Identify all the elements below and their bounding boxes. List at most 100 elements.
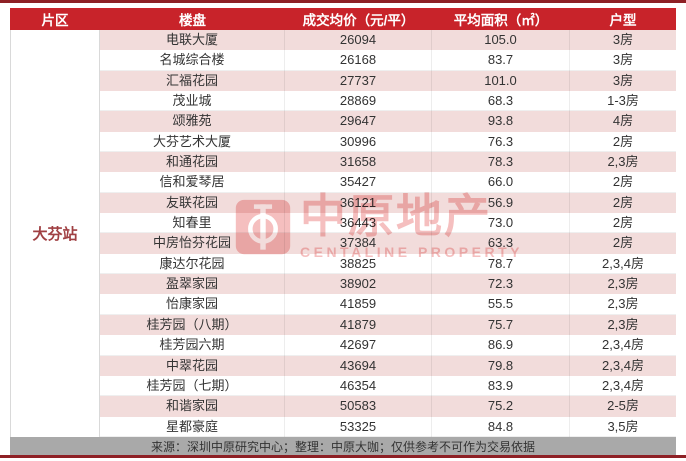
district-cell: 大芬站 bbox=[10, 30, 100, 437]
avg-price-cell: 41879 bbox=[285, 314, 432, 336]
avg-price-cell: 31658 bbox=[285, 152, 432, 173]
unit-type-cell: 3房 bbox=[612, 52, 634, 68]
property-name-cell: 和通花园 bbox=[100, 152, 285, 173]
unit-type-cell: 2房 bbox=[612, 235, 634, 251]
avg-area-cell: 93.8 bbox=[432, 111, 570, 132]
property-name-cell: 信和爱琴居 bbox=[100, 172, 285, 193]
avg-area-cell: 84.8 bbox=[432, 416, 570, 437]
unit-type-cell: 2房 bbox=[612, 215, 634, 231]
avg-price-cell: 36443 bbox=[285, 213, 432, 234]
table-row: 和谐家园 50583 75.2 2-5房 bbox=[100, 396, 676, 417]
avg-area-cell: 105.0 bbox=[432, 30, 570, 51]
avg-price-cell: 38825 bbox=[285, 253, 432, 275]
property-name-cell: 怡康家园 bbox=[100, 294, 285, 315]
avg-area-cell: 101.0 bbox=[432, 70, 570, 92]
avg-price-cell: 53325 bbox=[285, 416, 432, 437]
bottom-accent-line bbox=[0, 455, 686, 458]
table-rows: 电联大厦 26094 105.0 3房 名城综合楼 26168 83.7 3房 汇福花园 2773… bbox=[100, 30, 676, 437]
unit-type-cell: 2房 bbox=[612, 174, 634, 190]
avg-price-cell: 28869 bbox=[285, 91, 432, 112]
property-name-cell: 名城综合楼 bbox=[100, 50, 285, 71]
avg-price-cell: 43694 bbox=[285, 355, 432, 376]
table-row: 信和爱琴居 35427 66.0 2房 bbox=[100, 172, 676, 193]
unit-type-cell: 2-5房 bbox=[607, 398, 639, 414]
table-row: 中翠花园 43694 79.8 2,3,4房 bbox=[100, 355, 676, 376]
header-avg-area: 平均面积（㎡） bbox=[453, 13, 549, 28]
property-name-cell: 星都豪庭 bbox=[100, 416, 285, 437]
avg-price-cell: 37384 bbox=[285, 233, 432, 254]
table-row: 友联花园 36121 56.9 2房 bbox=[100, 192, 676, 214]
header-property: 楼盘 bbox=[179, 13, 206, 28]
unit-type-cell: 2,3房 bbox=[607, 296, 639, 312]
avg-area-cell: 63.3 bbox=[432, 233, 570, 254]
unit-type-cell: 1-3房 bbox=[607, 93, 639, 109]
header-avg-price: 成交均价（元/平） bbox=[302, 13, 415, 28]
source-note-bar: 来源：深圳中原研究中心；整理：中原大咖；仅供参考不可作为交易依据 bbox=[10, 437, 676, 455]
avg-area-cell: 75.2 bbox=[432, 396, 570, 417]
unit-type-cell: 2,3房 bbox=[607, 316, 639, 332]
table-row: 星都豪庭 53325 84.8 3,5房 bbox=[100, 416, 676, 437]
property-name-cell: 大芬艺术大厦 bbox=[100, 131, 285, 153]
property-name-cell: 桂芳园（八期） bbox=[100, 314, 285, 336]
property-name-cell: 桂芳园（七期） bbox=[100, 375, 285, 397]
unit-type-cell: 2,3房 bbox=[607, 276, 639, 292]
unit-type-cell: 2房 bbox=[612, 194, 634, 210]
property-name-cell: 和谐家园 bbox=[100, 396, 285, 417]
property-name-cell: 电联大厦 bbox=[100, 30, 285, 51]
table-row: 怡康家园 41859 55.5 2,3房 bbox=[100, 294, 676, 315]
avg-area-cell: 55.5 bbox=[432, 294, 570, 315]
table-row: 颂雅苑 29647 93.8 4房 bbox=[100, 111, 676, 132]
avg-area-cell: 73.0 bbox=[432, 213, 570, 234]
avg-price-cell: 26094 bbox=[285, 30, 432, 51]
unit-type-cell: 4房 bbox=[612, 113, 634, 129]
unit-type-cell: 2,3,4房 bbox=[602, 337, 644, 353]
avg-area-cell: 78.7 bbox=[432, 253, 570, 275]
property-name-cell: 汇福花园 bbox=[100, 70, 285, 92]
table-header-row: 片区 楼盘 成交均价（元/平） 平均面积（㎡） 户型 bbox=[10, 8, 676, 30]
avg-price-cell: 30996 bbox=[285, 131, 432, 153]
avg-area-cell: 76.3 bbox=[432, 131, 570, 153]
avg-area-cell: 86.9 bbox=[432, 335, 570, 356]
data-table: 片区 楼盘 成交均价（元/平） 平均面积（㎡） 户型 大芬站 电联大厦 26094… bbox=[10, 8, 676, 438]
avg-price-cell: 26168 bbox=[285, 50, 432, 71]
avg-area-cell: 72.3 bbox=[432, 274, 570, 295]
table-row: 知春里 36443 73.0 2房 bbox=[100, 213, 676, 234]
header-unit-type: 户型 bbox=[609, 13, 637, 28]
source-note-text: 来源：深圳中原研究中心；整理：中原大咖；仅供参考不可作为交易依据 bbox=[150, 439, 535, 454]
avg-price-cell: 35427 bbox=[285, 172, 432, 193]
table-row: 名城综合楼 26168 83.7 3房 bbox=[100, 50, 676, 71]
unit-type-cell: 3房 bbox=[612, 32, 634, 47]
unit-type-cell: 2,3房 bbox=[607, 154, 639, 170]
unit-type-cell: 2,3,4房 bbox=[602, 255, 644, 271]
avg-price-cell: 36121 bbox=[285, 192, 432, 214]
avg-area-cell: 79.8 bbox=[432, 355, 570, 376]
table-row: 桂芳园（七期） 46354 83.9 2,3,4房 bbox=[100, 375, 676, 397]
avg-area-cell: 83.9 bbox=[432, 375, 570, 397]
avg-area-cell: 83.7 bbox=[432, 50, 570, 71]
table-row: 电联大厦 26094 105.0 3房 bbox=[100, 30, 676, 51]
property-name-cell: 颂雅苑 bbox=[100, 111, 285, 132]
table-body: 大芬站 电联大厦 26094 105.0 3房 名城综合楼 26168 83.7 3房 汇福花园… bbox=[10, 30, 676, 438]
property-name-cell: 知春里 bbox=[100, 213, 285, 234]
avg-price-cell: 46354 bbox=[285, 375, 432, 397]
avg-price-cell: 29647 bbox=[285, 111, 432, 132]
table-row: 茂业城 28869 68.3 1-3房 bbox=[100, 91, 676, 112]
table-row: 中房怡芬花园 37384 63.3 2房 bbox=[100, 233, 676, 254]
avg-price-cell: 27737 bbox=[285, 70, 432, 92]
table-row: 康达尔花园 38825 78.7 2,3,4房 bbox=[100, 253, 676, 275]
unit-type-cell: 3,5房 bbox=[607, 418, 639, 434]
property-name-cell: 桂芳园六期 bbox=[100, 335, 285, 356]
property-name-cell: 中翠花园 bbox=[100, 355, 285, 376]
table-row: 大芬艺术大厦 30996 76.3 2房 bbox=[100, 131, 676, 153]
unit-type-cell: 3房 bbox=[612, 72, 634, 88]
property-name-cell: 康达尔花园 bbox=[100, 253, 285, 275]
avg-price-cell: 38902 bbox=[285, 274, 432, 295]
unit-type-cell: 2房 bbox=[612, 133, 634, 149]
avg-area-cell: 78.3 bbox=[432, 152, 570, 173]
property-name-cell: 茂业城 bbox=[100, 91, 285, 112]
avg-price-cell: 42697 bbox=[285, 335, 432, 356]
avg-area-cell: 56.9 bbox=[432, 192, 570, 214]
unit-type-cell: 2,3,4房 bbox=[602, 377, 644, 393]
property-name-cell: 盈翠家园 bbox=[100, 274, 285, 295]
